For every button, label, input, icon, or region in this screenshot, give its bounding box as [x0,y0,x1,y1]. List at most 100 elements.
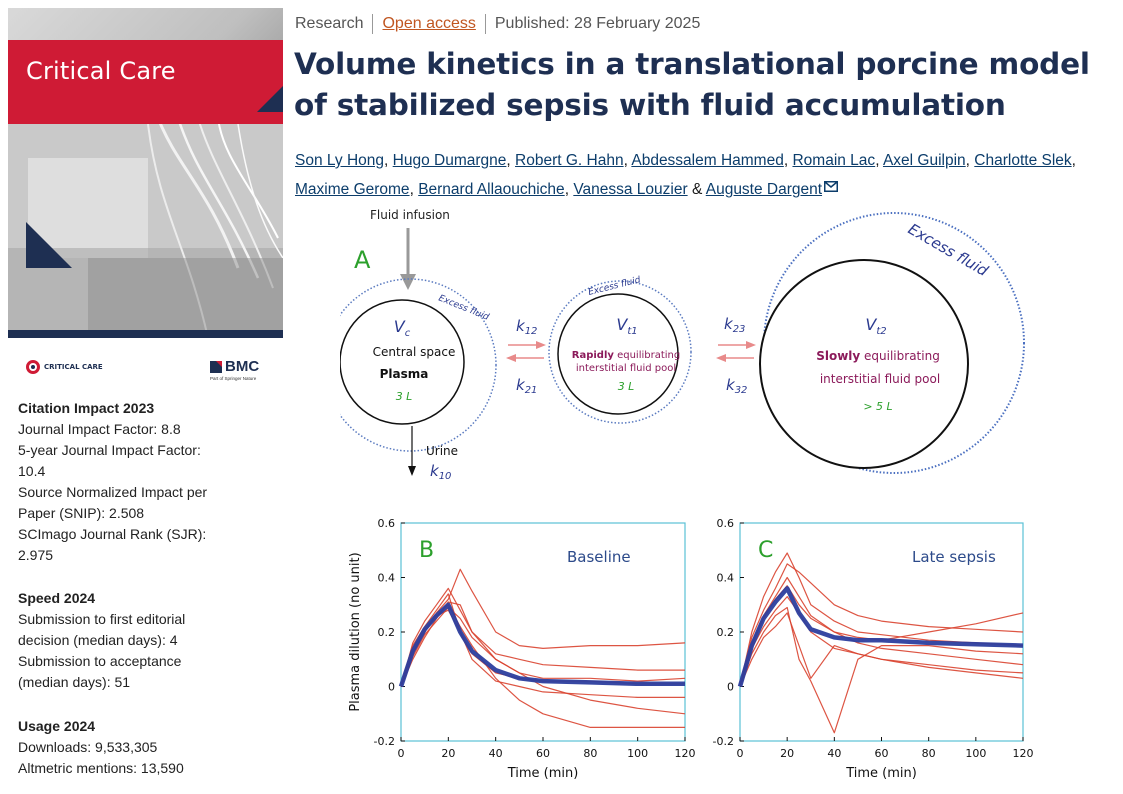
k32-label: k32 [726,376,747,396]
article-title: Volume kinetics in a translational porci… [294,47,1090,122]
k23-arrow-icon [746,341,756,349]
usage-title: Usage 2024 [18,718,96,734]
x-tick-label: 40 [489,747,503,760]
author-link[interactable]: Bernard Allaouchiche [418,181,565,198]
x-tick-label: 40 [827,747,841,760]
article-figure[interactable]: A Fluid infusion Excess fluid Vc Central… [340,200,1040,790]
author-link[interactable]: Maxime Gerome [295,181,410,198]
usage-section: Usage 2024 Downloads: 9,533,305 Altmetri… [18,716,248,779]
cover-bottom-bar [8,330,283,338]
cover-title-band [8,40,283,124]
panel-a-label: A [354,246,371,274]
x-axis-label: Time (min) [507,766,579,781]
speed-title: Speed 2024 [18,590,96,606]
metric-line: decision (median days): 4 [18,632,178,648]
x-tick-label: 20 [780,747,794,760]
metric-line: 5-year Journal Impact Factor: [18,442,201,458]
k21-label: k21 [516,376,537,396]
y-tick-label: 0.6 [717,517,735,530]
open-access-link[interactable]: Open access [382,15,476,32]
excess-fluid-label-large: Excess fluid [905,220,992,280]
article-type: Research [295,15,364,32]
metric-line: 10.4 [18,463,46,479]
mail-icon[interactable] [824,181,839,192]
x-tick-label: 80 [922,747,936,760]
author-link[interactable]: Auguste Dargent [705,181,823,198]
bmc-logo-icon [210,360,222,373]
fluid-infusion-label: Fluid infusion [370,208,450,222]
cover-tubes-illustration [8,117,283,338]
k32-arrow-icon [716,354,726,362]
metric-line: Paper (SNIP): 2.508 [18,505,145,521]
vt1-label: Vt1 [616,315,637,337]
x-tick-label: 0 [737,747,744,760]
urine-arrow-icon [408,466,416,476]
rapid-equilibrating-label: Rapidly equilibrating [572,350,680,361]
critical-care-logo-text: CRITICAL CARE [44,363,103,371]
citation-impact-title: Citation Impact 2023 [18,400,155,416]
speed-section: Speed 2024 Submission to first editorial… [18,588,248,693]
author-separator: , [965,152,970,169]
individual-series-line [400,606,686,687]
panel-a-diagram: A Fluid infusion Excess fluid Vc Central… [340,208,1025,482]
y-tick-label: 0.2 [378,626,396,639]
citation-impact-section: Citation Impact 2023 Journal Impact Fact… [18,398,248,566]
metric-line: Submission to acceptance [18,653,182,669]
author-link[interactable]: Abdessalem Hammed [631,152,784,169]
metric-line: Submission to first editorial [18,611,186,627]
metric-line: 2.975 [18,547,54,563]
chart-title: Late sepsis [912,548,996,566]
slow-compartment [759,259,969,469]
infusion-arrow-icon [400,274,416,290]
x-tick-label: 100 [965,747,986,760]
author-link[interactable]: Axel Guilpin [882,152,966,169]
author-separator: , [623,152,628,169]
x-axis-label: Time (min) [845,766,917,781]
vt2-label: Vt2 [865,315,886,337]
central-space-label: Central space [373,345,456,359]
author-link[interactable]: Hugo Dumargne [392,152,507,169]
individual-series-line [739,606,1024,734]
y-tick-label: 0.4 [378,572,396,585]
chart-frame [400,522,686,742]
slow-equilibrating-label: Slowly equilibrating [816,349,940,363]
k23-label: k23 [724,315,745,335]
metric-line: SCImago Journal Rank (SJR): [18,526,207,542]
k12-label: k12 [516,317,537,337]
central-volume-label: 3 L [396,390,413,403]
rapid-pool-label: interstitial fluid pool [576,363,676,374]
bmc-logo-subtitle: Part of Springer Nature [210,376,257,381]
author-link[interactable]: Vanessa Louzier [573,181,688,198]
k12-arrow-icon [536,341,546,349]
author-link[interactable]: Romain Lac [792,152,876,169]
metric-line: Journal Impact Factor: 8.8 [18,421,181,437]
journal-cover-image[interactable]: Critical Care [8,8,283,338]
author-link[interactable]: Charlotte Slek [974,152,1072,169]
panel-label: B [419,538,434,563]
meta-divider [372,14,374,34]
x-tick-label: 20 [441,747,455,760]
x-tick-label: 120 [675,747,696,760]
k10-label: k10 [430,462,451,482]
author-link[interactable]: Son Ly Hong [295,152,385,169]
individual-series-line [400,587,685,687]
x-tick-label: 60 [875,747,889,760]
author-link[interactable]: Robert G. Hahn [515,152,624,169]
x-tick-label: 80 [583,747,597,760]
critical-care-logo[interactable]: CRITICAL CARE [26,360,103,374]
panel-label: C [758,538,773,563]
x-tick-label: 120 [1013,747,1034,760]
published-date: Published: 28 February 2025 [494,15,701,32]
k21-arrow-icon [506,354,516,362]
y-tick-label: -0.2 [374,735,395,748]
individual-series-line [739,552,1024,687]
author-separator: & [691,181,703,198]
y-tick-label: 0 [727,681,734,694]
individual-series-line [739,596,1024,687]
individual-series-line [739,563,1024,687]
bmc-logo[interactable]: BMC Part of Springer Nature [210,358,259,381]
central-compartment [340,299,465,425]
critical-care-logo-icon [26,360,40,374]
author-separator: , [783,152,789,169]
